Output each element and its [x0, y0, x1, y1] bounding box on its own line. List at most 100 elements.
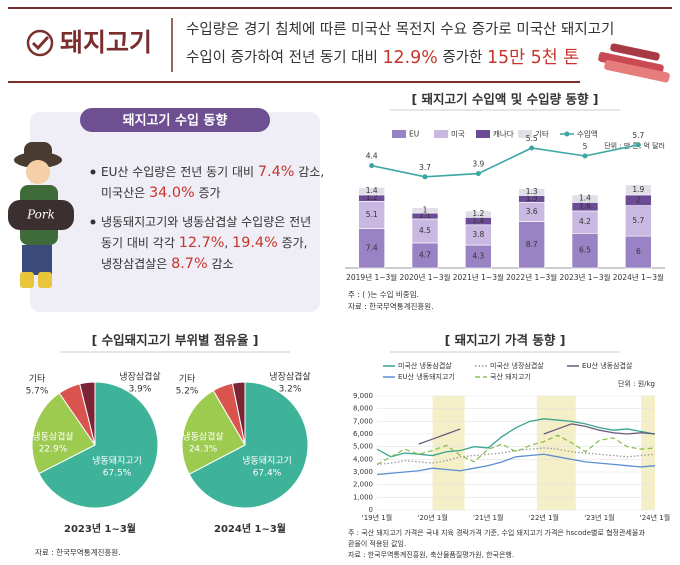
- bar-segment: [358, 228, 385, 269]
- text-segment: 냉동돼지고기와 냉동삼겹살 수입량은 전년: [101, 215, 311, 229]
- text-segment: 증가한: [438, 49, 487, 66]
- bar-value-label: 1.1: [419, 211, 431, 220]
- line-value-label: 5: [583, 142, 588, 151]
- slice-label: 냉동돼지고기: [92, 456, 142, 467]
- y-tick-label: 2,000: [353, 481, 373, 489]
- slice-label: 기타: [179, 374, 196, 385]
- legend-label: 기타: [535, 130, 549, 139]
- bar-value-label: 1.3: [526, 187, 538, 196]
- line-series: [376, 434, 656, 465]
- check-icon: [26, 29, 54, 57]
- slice-value-label: 5.2%: [176, 387, 199, 397]
- bar-value-label: 5.1: [366, 210, 378, 219]
- bar-value-label: 7.4: [366, 243, 378, 252]
- legend-label: EU산 냉동돼지고기: [398, 372, 455, 381]
- text-segment: 감소: [208, 257, 234, 271]
- line-point: [422, 174, 428, 180]
- bar-value-label: 3.8: [472, 230, 484, 239]
- line-point: [635, 142, 641, 148]
- summary-box: [30, 112, 320, 312]
- text-segment: 동기 대비 각각: [101, 236, 179, 250]
- period-band: [641, 396, 655, 510]
- legend-label: 캐나다: [493, 130, 514, 139]
- rich-text: 냉동돼지고기와 냉동삼겹살 수입량은 전년: [101, 215, 311, 229]
- y-tick-label: 4,000: [353, 455, 373, 463]
- chart-note: 자료 : 한국무역통계진흥원.: [348, 301, 434, 311]
- period-band: [432, 396, 465, 510]
- x-tick-label: 2022년 1~3월: [506, 272, 557, 282]
- bar-segment: [358, 187, 385, 196]
- bar-segment: [625, 184, 652, 196]
- pie-slice: [79, 381, 96, 446]
- bar-segment: [465, 210, 492, 218]
- bar-segment: [571, 194, 599, 203]
- bar-value-label: 1.6: [579, 202, 591, 211]
- y-tick-label: 6,000: [353, 430, 373, 438]
- header-title: 돼지고기: [60, 28, 152, 57]
- y-tick-label: 3,000: [353, 468, 373, 476]
- bar-segment: [358, 201, 385, 229]
- chart-title: [ 수입돼지고기 부위별 점유율 ]: [92, 333, 259, 348]
- rich-text: 미국산은 34.0% 증가: [101, 185, 221, 201]
- bar-segment: [518, 188, 545, 196]
- slice-label: 냉동돼지고기: [242, 456, 292, 467]
- line-value-label: 5.5: [526, 134, 538, 143]
- line-point: [475, 171, 481, 177]
- highlight: 12.7%: [179, 235, 225, 251]
- chart-note: 주 : ( )는 수입 비중임.: [348, 290, 419, 299]
- check-mark: [31, 35, 50, 51]
- text-segment: 냉장삼겹살은: [101, 257, 171, 271]
- unit-label: 단위 : 원/kg: [618, 379, 655, 388]
- pie-slice: [188, 381, 309, 509]
- y-tick-label: 7,000: [353, 417, 373, 425]
- x-tick-label: '20년 1월: [417, 513, 447, 522]
- pie-slice: [38, 381, 159, 509]
- highlight: 19.4%: [232, 235, 278, 251]
- slice-label: 냉동삼겹살: [32, 431, 73, 443]
- bar-value-label: 2: [636, 195, 641, 204]
- highlight: 12.9%: [382, 48, 437, 68]
- text-segment: ,: [224, 236, 232, 250]
- bar-segment: [571, 233, 599, 269]
- rich-text: 동기 대비 각각 12.7%, 19.4% 증가,: [101, 235, 307, 251]
- line-series: [418, 423, 656, 445]
- chart-note: 주 : 국산 돼지고기 가격은 국내 지육 경락가격 기준, 수입 돼지고기 가…: [348, 528, 645, 537]
- bar-value-label: 1.4: [366, 186, 378, 195]
- bar-segment: [625, 205, 652, 237]
- bar-value-label: 4.3: [472, 252, 484, 261]
- chart-source: 자료 : 한국무역통계진흥원.: [35, 547, 121, 557]
- line-series: [376, 447, 656, 466]
- bar-value-label: 1.4: [472, 216, 484, 225]
- bar-value-label: 1.2: [366, 193, 378, 202]
- chart-title: [ 돼지고기 수입액 및 수입량 동향 ]: [411, 92, 598, 107]
- summary-title: 돼지고기 수입 동향: [123, 113, 228, 129]
- legend-label: EU: [409, 130, 419, 139]
- legend-swatch-dot: [564, 131, 570, 137]
- legend-label: 미국산 냉동삼겹살: [398, 361, 452, 370]
- bar-segment: [411, 218, 439, 244]
- chart-note: 자료 : 한국무역통계진흥원, 축산물품질평가원, 한국은행.: [348, 550, 514, 559]
- y-tick-label: 9,000: [353, 392, 373, 400]
- text-segment: 증가: [195, 186, 221, 200]
- x-tick-label: 2019년 1~3월: [346, 272, 397, 282]
- bar-value-label: 4.7: [419, 250, 431, 259]
- slice-label: 냉동삼겹살: [182, 431, 223, 443]
- text-segment: 미국산은: [101, 186, 149, 200]
- line-value-label: 5.7: [632, 131, 644, 140]
- legend-swatch: [476, 130, 490, 138]
- text-segment: 감소,: [294, 165, 324, 179]
- slice-value-label: 22.9%: [39, 445, 68, 455]
- highlight: 34.0%: [149, 185, 195, 201]
- y-tick-label: 8,000: [353, 405, 373, 413]
- meat-icon: [598, 43, 670, 83]
- bar-value-label: 4.2: [579, 217, 591, 226]
- bar-value-label: 5.7: [632, 216, 644, 225]
- pie-subtitle: 2024년 1~3월: [214, 522, 286, 535]
- illustration-label: Pork: [26, 208, 55, 222]
- legend-label: 수입액: [577, 129, 598, 139]
- chart-note: 환율이 적용된 값임.: [348, 539, 406, 548]
- bar-value-label: 3.6: [526, 207, 538, 216]
- slice-value-label: 3.2%: [279, 385, 302, 395]
- line-point: [529, 145, 535, 151]
